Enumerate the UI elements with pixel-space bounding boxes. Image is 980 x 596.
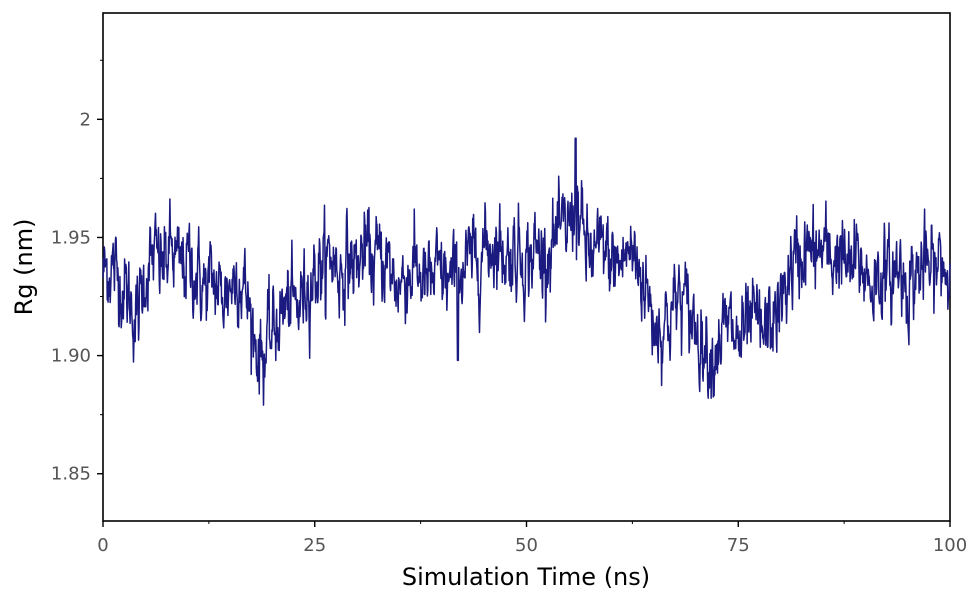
series-layer	[102, 137, 951, 406]
y-axis-ticks: 1.85 1.90 1.95 2	[51, 59, 103, 485]
series-line	[102, 137, 951, 406]
y-tick-label: 2	[80, 109, 91, 130]
x-tick-label: 75	[727, 535, 750, 556]
y-tick-label: 1.95	[51, 227, 91, 248]
x-tick-label: 0	[97, 535, 108, 556]
x-axis-label: Simulation Time (ns)	[402, 563, 650, 591]
x-tick-label: 25	[303, 535, 326, 556]
x-tick-label: 50	[515, 535, 538, 556]
plot-frame	[102, 12, 951, 522]
y-tick-label: 1.85	[51, 464, 91, 485]
x-tick-label: 100	[933, 535, 967, 556]
y-axis-label: Rg (nm)	[10, 219, 38, 316]
x-axis-ticks: 0 25 50 75 100	[97, 521, 967, 556]
y-tick-label: 1.90	[51, 346, 91, 367]
